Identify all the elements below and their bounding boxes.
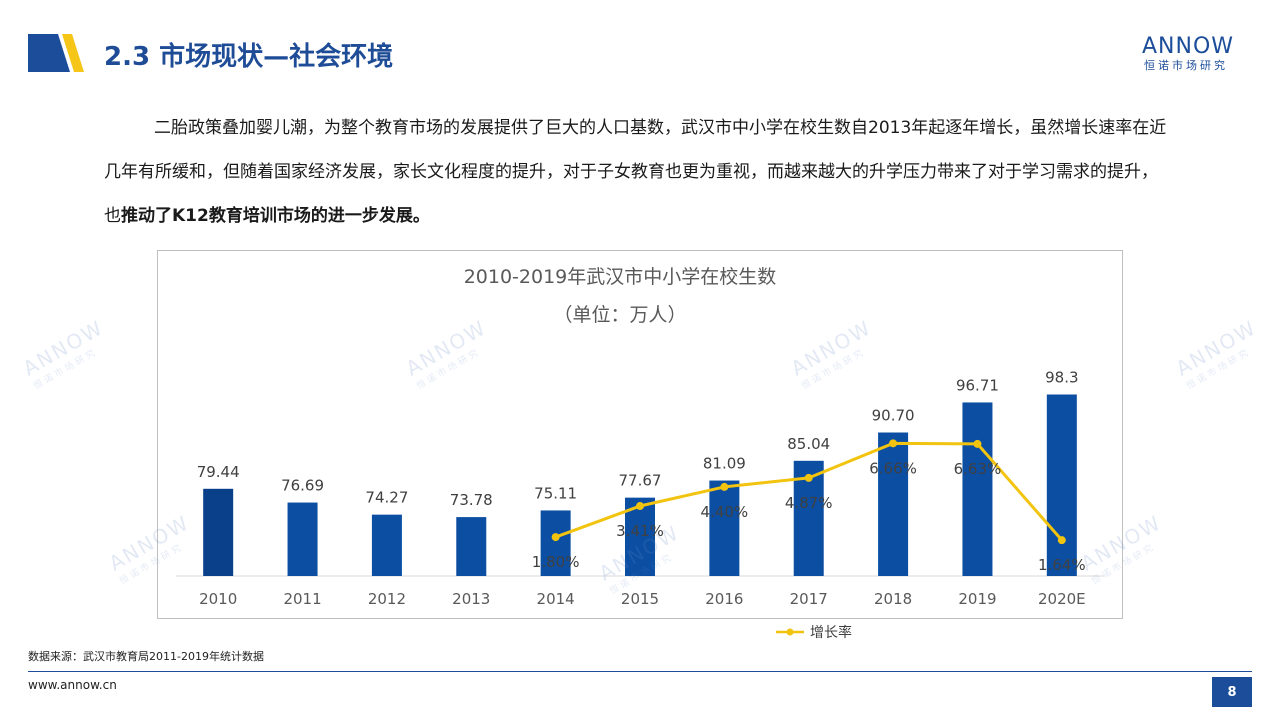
- data-source: 数据来源：武汉市教育局2011-2019年统计数据: [28, 650, 264, 663]
- bar-data-label: 76.69: [281, 477, 324, 495]
- intro-paragraph: 二胎政策叠加婴儿潮，为整个教育市场的发展提供了巨大的人口基数，武汉市中小学在校生…: [104, 106, 1172, 238]
- student-count-chart: 2010-2019年武汉市中小学在校生数 （单位：万人） 79.44 76.69 7…: [176, 266, 1104, 608]
- growth-rate-label: 3.41%: [616, 522, 664, 540]
- bar-data-label: 77.67: [619, 472, 662, 490]
- bar: [709, 480, 740, 576]
- x-tick-label: 2015: [621, 590, 659, 608]
- bar-data-label: 81.09: [703, 455, 746, 473]
- bar: [287, 502, 318, 576]
- header-accent-icon: [28, 34, 84, 72]
- growth-rate-label: 4.40%: [701, 503, 749, 521]
- x-tick-label: 2018: [874, 590, 912, 608]
- growth-rate-label: 4.87%: [785, 494, 833, 512]
- bar-data-label: 73.78: [450, 491, 493, 509]
- x-tick-label: 2019: [958, 590, 996, 608]
- bar-data-label: 74.27: [365, 489, 408, 507]
- legend-line-marker-icon: [776, 628, 804, 636]
- chart-subtitle: （单位：万人）: [553, 304, 686, 326]
- bar-data-label: 75.11: [534, 484, 577, 502]
- x-tick-label: 2010: [199, 590, 237, 608]
- bar-data-label: 98.3: [1045, 369, 1078, 387]
- x-tick-label: 2017: [790, 590, 828, 608]
- growth-rate-point: [804, 473, 813, 482]
- growth-rate-point: [1057, 536, 1066, 545]
- footer-divider: [28, 671, 1252, 672]
- bar-data-label: 90.70: [872, 407, 915, 425]
- bar: [203, 488, 234, 576]
- x-tick-label: 2011: [283, 590, 321, 608]
- growth-rate-point: [973, 439, 982, 448]
- page-number: 8: [1212, 677, 1252, 707]
- logo-text: ANNOW: [1142, 34, 1235, 59]
- x-tick-label: 2013: [452, 590, 490, 608]
- growth-rate-label: 1.80%: [532, 553, 580, 571]
- bar: [1046, 394, 1077, 576]
- chart-title: 2010-2019年武汉市中小学在校生数: [464, 266, 777, 288]
- legend-label: 增长率: [810, 625, 852, 641]
- bar-data-label: 85.04: [787, 435, 830, 453]
- chart-frame: 2010-2019年武汉市中小学在校生数 （单位：万人） 79.44 76.69 7…: [157, 250, 1123, 619]
- x-tick-label: 2012: [368, 590, 406, 608]
- growth-rate-point: [720, 482, 729, 491]
- bar: [540, 510, 571, 576]
- growth-rate-label: 6.66%: [869, 459, 917, 477]
- growth-rate-point: [636, 502, 644, 511]
- intro-text-bold: 推动了K12教育培训市场的进一步发展。: [121, 206, 430, 226]
- bar: [878, 432, 909, 576]
- page-title: 2.3 市场现状—社会环境: [104, 42, 394, 72]
- annow-logo: ANNOW 恒诺市场研究: [1142, 34, 1252, 74]
- bar-data-label: 96.71: [956, 376, 999, 394]
- x-tick-label: 2016: [705, 590, 743, 608]
- x-tick-label: 2014: [537, 590, 575, 608]
- logo-subtitle: 恒诺市场研究: [1144, 59, 1228, 72]
- growth-rate-point: [889, 439, 898, 448]
- bar: [456, 517, 487, 576]
- intro-text: 二胎政策叠加婴儿潮，为整个教育市场的发展提供了巨大的人口基数，武汉市中小学在校生…: [104, 118, 1167, 226]
- growth-rate-label: 6.63%: [954, 460, 1002, 478]
- x-tick-label: 2020E: [1038, 590, 1086, 608]
- bar: [371, 514, 402, 576]
- growth-rate-label: 1.64%: [1038, 556, 1086, 574]
- bar: [962, 402, 993, 576]
- bar-data-label: 79.44: [197, 463, 240, 481]
- website-link[interactable]: www.annow.cn: [28, 678, 117, 692]
- growth-rate-point: [551, 533, 560, 542]
- chart-legend: 增长率: [776, 622, 852, 642]
